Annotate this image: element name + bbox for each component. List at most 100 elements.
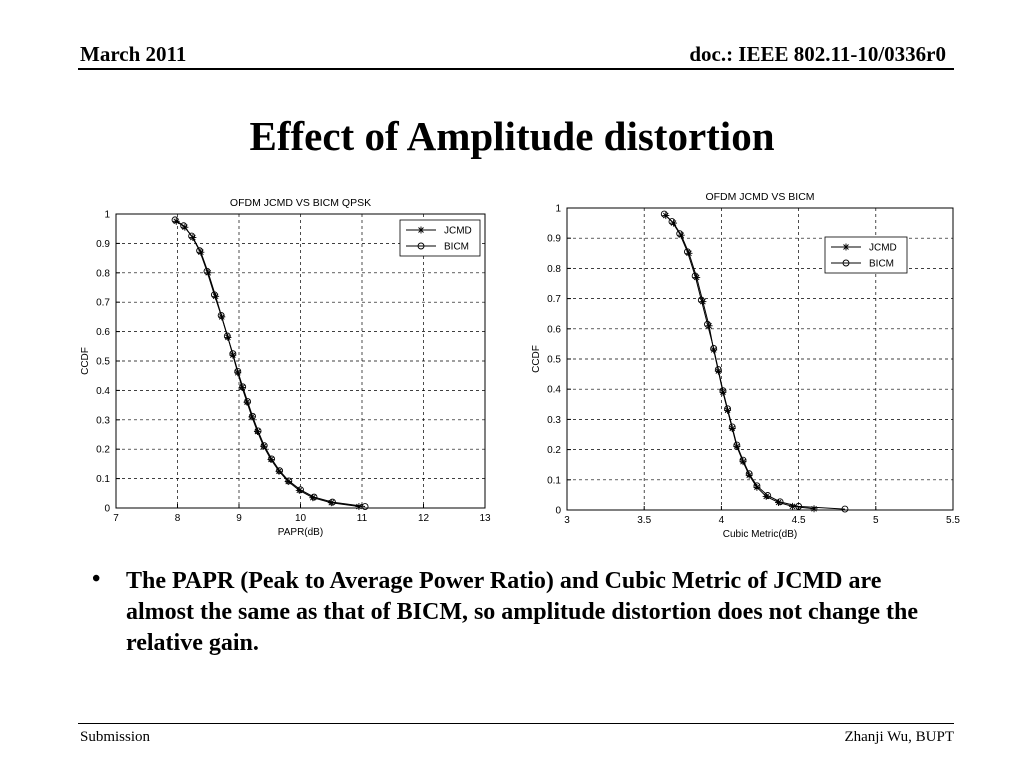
- data-point-bicm: [710, 344, 718, 352]
- data-point-bicm: [210, 291, 218, 299]
- data-point-bicm: [704, 320, 711, 328]
- data-point-bicm: [180, 222, 188, 230]
- data-point-jcmd: [705, 322, 713, 330]
- data-point-bicm: [841, 505, 849, 513]
- y-tick-label: 0.5: [547, 355, 561, 366]
- data-point-bicm: [229, 350, 237, 358]
- data-point-bicm: [728, 423, 736, 431]
- series-line-bicm: [174, 219, 366, 508]
- cubic-metric-ccdf-svg: 3 3.5 4 4.5 5 5.5 0 0.1 0.2 0.3 0.4 0.5 0.6 0.7 0.8 0.9…: [531, 191, 960, 540]
- y-tick-label: 0.2: [96, 445, 110, 456]
- series-line-bicm: [663, 213, 845, 510]
- legend-marker: [417, 226, 425, 234]
- x-tick-label: 12: [418, 513, 430, 524]
- data-point-bicm: [188, 232, 196, 240]
- x-tick-label: 7: [113, 513, 119, 524]
- legend-box: [399, 219, 481, 257]
- slide-title: Effect of Amplitude distortion: [249, 113, 775, 159]
- header-rule: [78, 68, 954, 70]
- chart-title: OFDM JCMD VS BICM: [705, 191, 814, 203]
- data-point-bicm: [719, 387, 727, 395]
- y-tick-label: 0: [555, 506, 561, 517]
- y-tick-label: 0.3: [547, 415, 561, 426]
- y-tick-label: 1: [555, 204, 561, 215]
- data-point-bicm: [733, 441, 741, 449]
- data-point-bicm: [203, 267, 211, 275]
- data-point-bicm: [217, 311, 225, 319]
- legend-marker: [842, 259, 850, 267]
- data-point-jcmd: [355, 503, 363, 511]
- y-axis-label: CCDF: [531, 345, 542, 373]
- y-tick-label: 1: [104, 210, 110, 221]
- bullet-text: The PAPR (Peak to Average Power Ratio) a…: [126, 568, 918, 656]
- x-axis-label: PAPR(dB): [278, 527, 323, 538]
- x-tick-label: 5.5: [946, 515, 960, 526]
- x-tick-label: 3.5: [637, 515, 651, 526]
- footer-rule: [78, 723, 954, 724]
- y-tick-label: 0.3: [96, 415, 110, 426]
- x-tick-label: 4: [719, 515, 725, 526]
- data-point-bicm: [691, 272, 699, 280]
- data-point-bicm: [260, 442, 268, 450]
- series-line-jcmd: [175, 220, 359, 508]
- bullet-marker: •: [92, 566, 101, 592]
- legend-label: JCMD: [869, 243, 897, 254]
- header-doc-id: doc.: IEEE 802.11-10/0336r0: [689, 42, 946, 66]
- y-tick-label: 0.7: [547, 294, 561, 305]
- y-tick-label: 0.6: [547, 324, 561, 335]
- data-point-bicm: [244, 398, 252, 406]
- cubic-metric-ccdf-chart: 3 3.5 4 4.5 5 5.5 0 0.1 0.2 0.3 0.4 0.5 0.6 0.7 0.8 0.9…: [515, 180, 985, 550]
- x-tick-label: 10: [295, 513, 307, 524]
- y-tick-label: 0.1: [96, 474, 110, 485]
- y-tick-label: 0.9: [547, 234, 561, 245]
- data-point-bicm: [764, 492, 772, 499]
- papr-ccdf-chart: 7 8 9 10 11 12 13 0 0.1 0.2 0.3 0.4 0.5 0.6 0.7 0.8 0.9 1…: [62, 186, 522, 546]
- data-point-bicm: [361, 503, 369, 510]
- x-tick-label: 8: [175, 513, 181, 524]
- data-point-bicm: [249, 412, 256, 420]
- data-point-bicm: [745, 470, 753, 478]
- data-point-bicm: [285, 477, 293, 485]
- data-point-bicm: [223, 332, 231, 340]
- data-point-bicm: [239, 383, 247, 391]
- x-tick-label: 4.5: [792, 515, 806, 526]
- legend-label: BICM: [869, 259, 894, 270]
- y-tick-label: 0.8: [547, 264, 561, 275]
- y-tick-label: 0.4: [96, 386, 110, 397]
- data-point-bicm: [668, 218, 676, 226]
- legend-marker: [842, 243, 850, 251]
- x-tick-label: 5: [873, 515, 879, 526]
- data-point-bicm: [714, 366, 722, 374]
- data-point-jcmd: [172, 217, 180, 225]
- footer-submission: Submission: [80, 729, 151, 745]
- data-point-bicm: [753, 482, 761, 490]
- footer-author: Zhanji Wu, BUPT: [844, 729, 954, 745]
- data-point-bicm: [676, 230, 684, 238]
- y-tick-label: 0.1: [547, 475, 561, 486]
- legend-label: JCMD: [444, 226, 472, 237]
- data-point-bicm: [776, 498, 784, 506]
- y-tick-label: 0.6: [96, 327, 110, 338]
- data-point-bicm: [795, 502, 803, 510]
- data-point-bicm: [196, 247, 204, 255]
- data-point-jcmd: [810, 505, 818, 513]
- data-point-bicm: [660, 210, 668, 218]
- data-point-jcmd: [699, 298, 707, 306]
- x-tick-label: 13: [479, 513, 491, 524]
- data-point-bicm: [724, 405, 732, 413]
- data-point-jcmd: [693, 273, 701, 281]
- x-axis-label: Cubic Metric(dB): [723, 529, 797, 540]
- data-point-bicm: [683, 248, 691, 256]
- data-point-bicm: [697, 296, 705, 304]
- y-tick-label: 0.9: [96, 239, 110, 250]
- y-tick-label: 0: [104, 504, 110, 515]
- data-point-bicm: [297, 486, 304, 494]
- x-tick-label: 3: [564, 515, 570, 526]
- data-point-bicm: [268, 455, 276, 463]
- data-point-bicm: [329, 498, 336, 506]
- x-tick-label: 11: [357, 513, 368, 524]
- data-point-bicm: [276, 467, 284, 475]
- y-tick-label: 0.4: [547, 385, 561, 396]
- y-axis-label: CCDF: [80, 347, 91, 375]
- chart-title: OFDM JCMD VS BICM QPSK: [230, 197, 371, 209]
